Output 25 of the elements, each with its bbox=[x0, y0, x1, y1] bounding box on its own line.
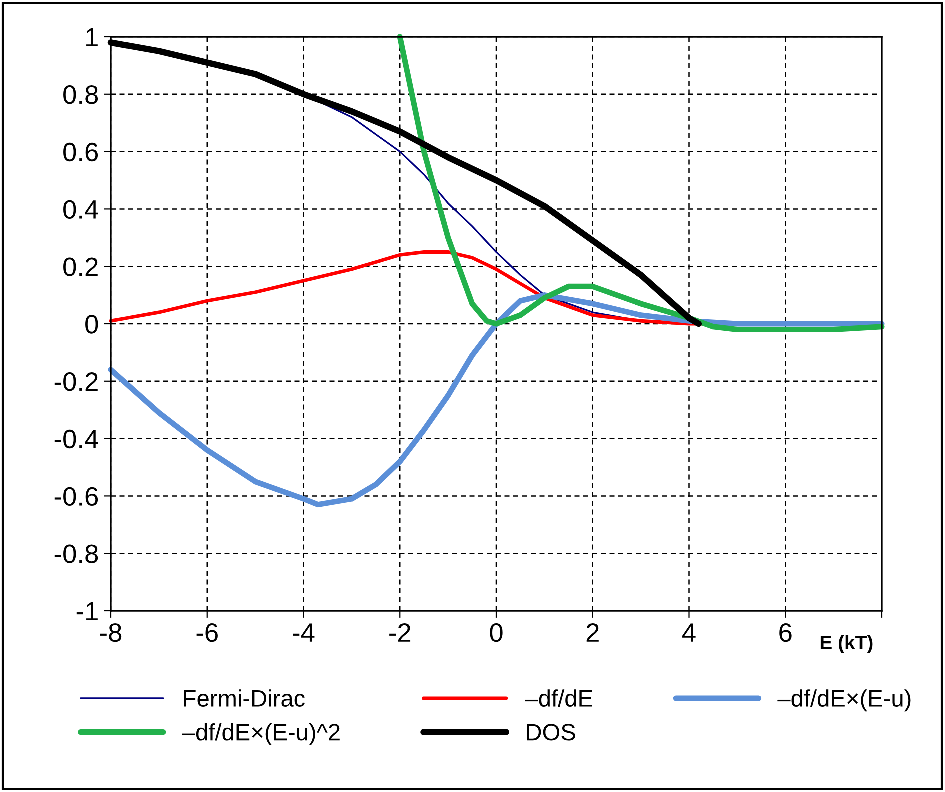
legend-label: –df/dE×(E-u) bbox=[778, 690, 911, 712]
y-tick-label: -0.2 bbox=[54, 372, 98, 392]
x-tick-label: 0 bbox=[490, 624, 503, 642]
x-tick-label: -2 bbox=[390, 624, 411, 642]
legend-label: Fermi-Dirac bbox=[184, 690, 306, 707]
y-tick-label: 0.8 bbox=[64, 86, 98, 104]
y-tick-label: -0.6 bbox=[54, 487, 98, 506]
y-tick-label: 1 bbox=[86, 28, 98, 47]
x-tick-label: -6 bbox=[196, 624, 218, 642]
x-tick-label: -4 bbox=[293, 624, 315, 642]
y-tick-label: 0.2 bbox=[64, 258, 98, 276]
y-tick-label: -0.4 bbox=[54, 430, 98, 449]
y-tick-label: -1 bbox=[76, 602, 98, 621]
legend-label: –df/dE×(E-u)^2 bbox=[182, 723, 340, 746]
legend-label: –df/dE bbox=[525, 690, 592, 707]
y-tick-label: 0.6 bbox=[64, 142, 98, 162]
y-tick-label: 0.4 bbox=[64, 200, 98, 220]
x-tick-label: 2 bbox=[586, 624, 599, 642]
y-tick-label: 0 bbox=[86, 315, 98, 334]
x-axis-title: E (kT) bbox=[820, 635, 873, 654]
x-tick-label: 4 bbox=[682, 624, 696, 642]
x-tick-label: 6 bbox=[780, 624, 792, 642]
x-tick-label: -8 bbox=[100, 624, 122, 642]
legend-label: DOS bbox=[527, 724, 576, 741]
y-tick-label: -0.8 bbox=[54, 544, 98, 564]
